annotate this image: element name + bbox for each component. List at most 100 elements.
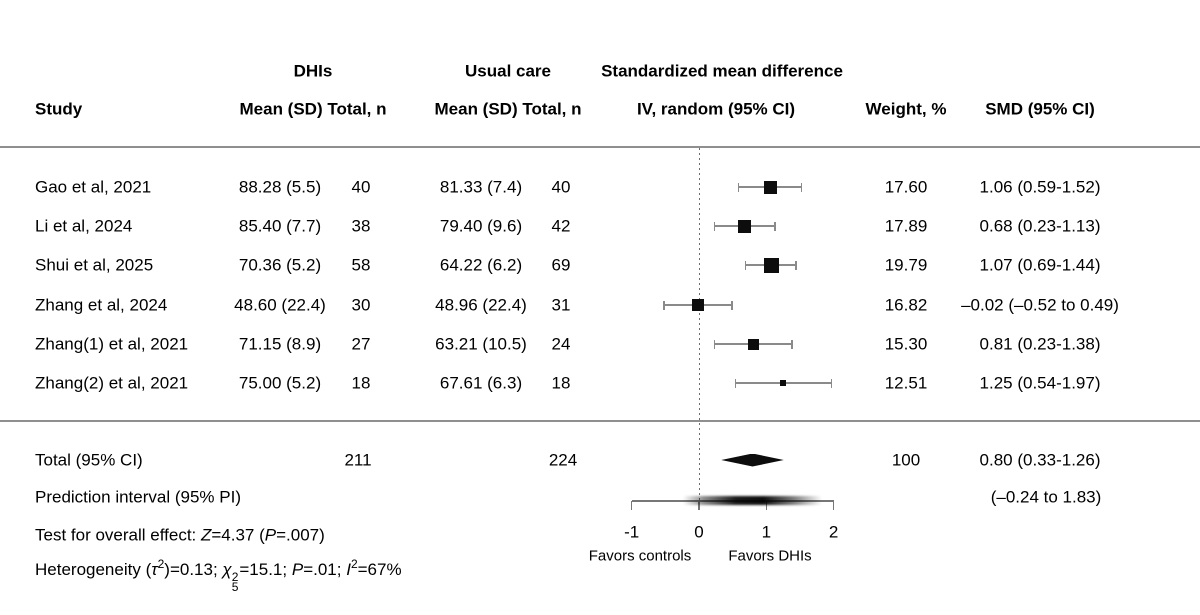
uc-mean-sd: 81.33 (7.4) <box>439 177 523 197</box>
study-name: Zhang(1) et al, 2021 <box>35 334 189 354</box>
weight-value: 17.60 <box>884 177 928 197</box>
header-smd-ci: SMD (95% CI) <box>985 99 1095 119</box>
p-symbol: P <box>264 525 277 545</box>
ci-cap-right <box>795 260 797 270</box>
header-divider-line <box>0 146 1200 148</box>
i-squared-exponent: 2 <box>350 557 358 571</box>
uc-n: 40 <box>551 177 571 197</box>
weight-value: 16.82 <box>884 295 928 315</box>
chi-symbol: χ <box>222 560 232 579</box>
dhi-mean-sd: 75.00 (5.2) <box>238 373 322 393</box>
i-squared-symbol: I <box>346 560 351 579</box>
smd-ci-value: –0.02 (–0.52 to 0.49) <box>961 295 1119 315</box>
dhi-n: 27 <box>351 334 371 354</box>
dhi-n: 40 <box>351 177 371 197</box>
weight-value: 17.89 <box>884 216 928 236</box>
ci-cap-right <box>830 378 833 388</box>
effect-marker <box>763 257 779 273</box>
p-symbol: P <box>291 560 304 579</box>
effect-marker <box>763 180 777 194</box>
test-text-1: Test for overall effect: <box>35 525 201 545</box>
x-axis-tick <box>698 501 700 510</box>
smd-ci-value: 1.06 (0.59-1.52) <box>979 177 1101 197</box>
overall-effect-test-line: Test for overall effect: Z=4.37 (P=.007) <box>35 526 325 545</box>
x-axis-tick <box>765 501 768 510</box>
dhi-n: 30 <box>351 295 371 315</box>
total-uc-n: 224 <box>548 450 578 470</box>
ci-cap-left <box>713 221 716 231</box>
x-axis-tick-label: 0 <box>694 522 704 542</box>
zero-reference-line <box>699 148 700 501</box>
smd-ci-value: 0.81 (0.23-1.38) <box>979 334 1101 354</box>
ci-cap-right <box>774 221 776 231</box>
uc-n: 69 <box>551 255 571 275</box>
het-text-2: )=0.13; <box>164 560 223 579</box>
het-text-5: =67% <box>357 560 402 579</box>
header-weight: Weight, % <box>865 99 947 119</box>
header-mean-sd-total-dhis: Mean (SD) Total, n <box>239 99 387 119</box>
uc-mean-sd: 67.61 (6.3) <box>439 373 523 393</box>
header-mean-sd-total-usual: Mean (SD) Total, n <box>434 99 582 119</box>
het-text-3: =15.1; <box>239 560 292 579</box>
total-effect-diamond <box>721 453 784 467</box>
prediction-interval-band <box>682 496 823 505</box>
x-axis-tick-label: 2 <box>828 522 839 542</box>
favors-dhis-label: Favors DHIs <box>728 547 812 565</box>
weight-value: 19.79 <box>884 255 928 275</box>
effect-marker <box>748 338 759 350</box>
total-label: Total (95% CI) <box>35 450 143 470</box>
test-text-2: =4.37 ( <box>211 525 265 545</box>
weight-value: 12.51 <box>884 373 928 393</box>
total-divider-line <box>0 420 1200 422</box>
total-smd-ci: 0.80 (0.33-1.26) <box>979 450 1101 470</box>
ci-cap-left <box>663 300 665 310</box>
uc-n: 18 <box>551 373 571 393</box>
header-group-usual-care: Usual care <box>465 61 551 81</box>
ci-cap-left <box>744 260 747 270</box>
favors-controls-label: Favors controls <box>588 547 692 565</box>
study-name: Shui et al, 2025 <box>35 255 154 275</box>
smd-ci-value: 1.25 (0.54-1.97) <box>979 373 1101 393</box>
study-name: Zhang et al, 2024 <box>35 295 168 315</box>
dhi-mean-sd: 85.40 (7.7) <box>238 216 322 236</box>
effect-marker <box>738 219 752 233</box>
weight-value: 15.30 <box>884 334 928 354</box>
tau-exponent: 2 <box>157 557 165 571</box>
het-text-1: Heterogeneity ( <box>35 560 152 579</box>
dhi-n: 58 <box>351 255 371 275</box>
uc-mean-sd: 79.40 (9.6) <box>439 216 523 236</box>
smd-ci-value: 1.07 (0.69-1.44) <box>979 255 1101 275</box>
ci-cap-right <box>791 339 793 349</box>
header-smd-title: Standardized mean difference <box>601 61 843 81</box>
smd-ci-value: 0.68 (0.23-1.13) <box>979 216 1101 236</box>
test-text-3: =.007) <box>276 525 325 545</box>
uc-mean-sd: 48.96 (22.4) <box>435 295 527 315</box>
study-name: Li et al, 2024 <box>35 216 133 236</box>
x-axis-tick-label: 1 <box>761 522 772 542</box>
ci-cap-left <box>734 378 737 388</box>
study-name: Zhang(2) et al, 2021 <box>35 373 189 393</box>
x-axis-tick <box>630 501 633 510</box>
prediction-interval-ci: (–0.24 to 1.83) <box>990 487 1102 507</box>
total-dhi-n: 211 <box>344 450 372 470</box>
header-group-dhis: DHIs <box>293 61 333 81</box>
dhi-mean-sd: 70.36 (5.2) <box>238 255 322 275</box>
study-name: Gao et al, 2021 <box>35 177 152 197</box>
ci-cap-right <box>731 300 733 310</box>
dhi-n: 38 <box>351 216 371 236</box>
ci-cap-right <box>800 182 803 192</box>
header-iv-random: IV, random (95% CI) <box>636 99 796 119</box>
x-axis-tick <box>832 501 835 510</box>
het-text-4: =.01; <box>303 560 347 579</box>
z-symbol: Z <box>200 525 212 545</box>
effect-marker <box>691 299 704 311</box>
header-study: Study <box>35 99 83 119</box>
uc-n: 42 <box>551 216 571 236</box>
heterogeneity-line: Heterogeneity (τ2)=0.13; χ 2 5 =15.1; P=.01… <box>35 557 402 594</box>
chi-exponent: 2 <box>231 570 239 584</box>
ci-cap-left <box>713 339 716 349</box>
chi-df: 5 <box>231 580 239 594</box>
dhi-n: 18 <box>351 373 371 393</box>
